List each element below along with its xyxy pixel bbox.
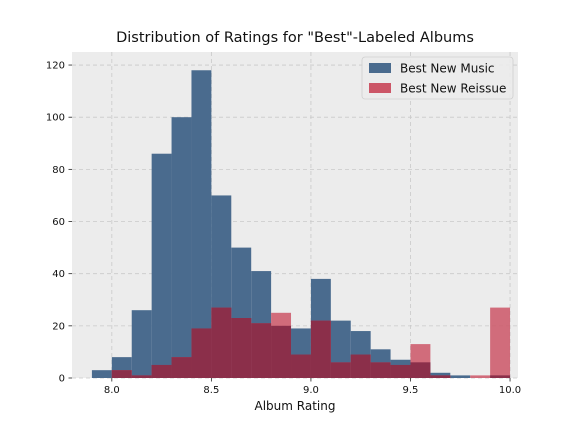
bar-overlap xyxy=(131,375,152,378)
bar-overlap xyxy=(310,320,331,378)
bar-overlap xyxy=(430,375,451,378)
x-tick-label: 9.5 xyxy=(403,385,419,396)
chart-title: Distribution of Ratings for "Best"-Label… xyxy=(116,30,474,46)
legend: Best New Music Best New Reissue xyxy=(361,56,514,100)
y-tick-label: 80 xyxy=(52,165,65,176)
bar-best-new-reissue xyxy=(470,375,491,378)
bar-overlap xyxy=(231,318,252,378)
bar-best-new-music xyxy=(450,375,471,378)
x-axis-ticks: 8.0 8.5 9.0 9.5 10.0 xyxy=(104,378,521,396)
legend-label-best-new-music: Best New Music xyxy=(400,62,495,76)
y-tick-label: 20 xyxy=(52,321,65,332)
legend-box xyxy=(361,56,514,100)
x-axis-label: Album Rating xyxy=(255,399,336,413)
series-best-new-reissue xyxy=(111,307,511,378)
y-tick-label: 120 xyxy=(46,61,65,72)
bar-overlap xyxy=(271,325,292,378)
y-tick-label: 40 xyxy=(52,269,65,280)
bar-overlap xyxy=(490,375,511,378)
bar-overlap xyxy=(410,362,431,378)
bar-overlap xyxy=(330,362,351,378)
bar-best-new-music xyxy=(151,153,172,378)
grid-lines xyxy=(72,52,518,379)
bar-best-new-music xyxy=(91,370,112,378)
bar-best-new-music xyxy=(131,310,152,378)
bar-best-new-music xyxy=(191,70,212,379)
bar-overlap xyxy=(350,354,371,378)
legend-swatch-best-new-music xyxy=(369,63,391,73)
bar-overlap xyxy=(251,323,272,378)
y-tick-label: 60 xyxy=(52,217,65,228)
y-tick-label: 0 xyxy=(59,374,65,385)
y-tick-label: 100 xyxy=(46,113,65,124)
bar-overlap xyxy=(171,357,192,378)
x-tick-label: 8.0 xyxy=(104,385,120,396)
legend-label-best-new-reissue: Best New Reissue xyxy=(400,82,506,96)
legend-swatch-best-new-reissue xyxy=(369,83,391,93)
x-tick-label: 10.0 xyxy=(499,385,521,396)
bar-best-new-reissue xyxy=(490,307,511,378)
bar-overlap xyxy=(370,362,391,378)
bar-overlap xyxy=(291,354,311,378)
bar-overlap xyxy=(211,307,232,378)
y-axis-ticks: 0 20 40 60 80 100 120 xyxy=(46,61,72,385)
bar-overlap xyxy=(111,370,132,378)
bar-overlap xyxy=(191,328,212,378)
bar-best-new-music xyxy=(171,117,192,378)
x-tick-label: 9.0 xyxy=(303,385,319,396)
series-best-new-music xyxy=(91,70,511,379)
bar-overlap xyxy=(390,364,411,378)
bar-overlap xyxy=(151,364,172,378)
x-tick-label: 8.5 xyxy=(203,385,219,396)
